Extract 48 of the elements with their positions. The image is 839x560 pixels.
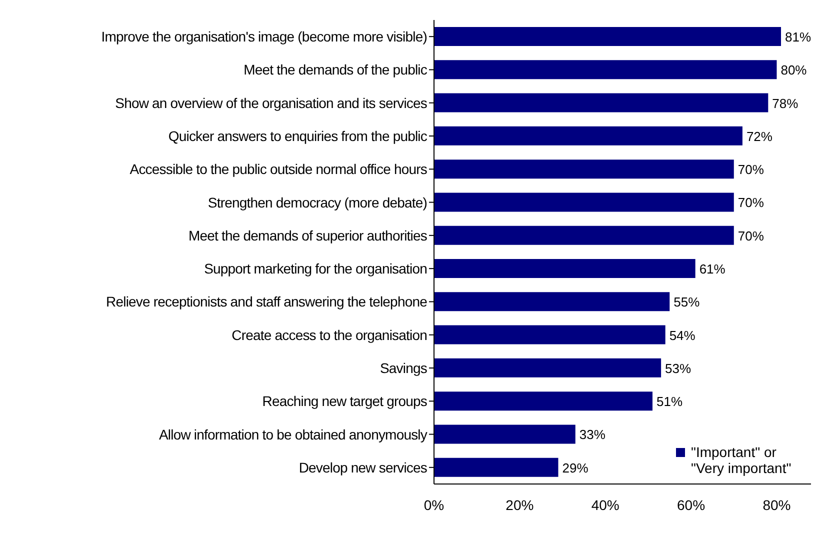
y-tick-label: Reaching new target groups	[262, 393, 428, 410]
data-label: 53%	[665, 360, 692, 376]
bar	[434, 60, 777, 80]
legend-label: "Important" or "Very important"	[691, 444, 792, 476]
data-label: 54%	[669, 328, 696, 343]
bar	[434, 126, 742, 146]
y-tick-label: Savings	[380, 360, 428, 376]
bar	[434, 192, 734, 212]
y-tick-label: Strengthen democracy (more debate)	[208, 194, 427, 210]
bar	[434, 358, 662, 378]
data-label: 72%	[746, 128, 773, 144]
bar	[434, 259, 696, 278]
bar	[434, 226, 734, 245]
y-tick-label: Meet the demands of the public	[244, 62, 428, 78]
data-label: 51%	[656, 394, 683, 410]
y-tick-label: Create access to the organisation	[232, 326, 427, 343]
data-label: 70%	[738, 228, 764, 244]
bar	[434, 325, 666, 344]
data-label: 78%	[772, 96, 799, 111]
y-tick-label: Develop new services	[298, 459, 428, 476]
bar	[434, 424, 576, 444]
x-tick-label: 40%	[591, 496, 620, 513]
bar	[434, 458, 558, 477]
y-tick-label: Quicker answers to enquiries from the public	[168, 128, 428, 144]
x-tick-label: 20%	[506, 496, 534, 513]
data-label: 81%	[785, 30, 812, 44]
y-tick-label: Support marketing for the organisation	[204, 260, 427, 277]
y-tick-label: Show an overview of the organisation and its services	[115, 94, 428, 111]
x-tick-label: 0%	[424, 496, 444, 513]
y-tick-label: Meet the demands of superior authorities	[188, 227, 428, 244]
data-label: 55%	[674, 294, 700, 310]
data-label: 29%	[562, 460, 589, 476]
bar	[434, 27, 782, 46]
x-tick-label: 60%	[677, 496, 706, 513]
bar	[434, 93, 768, 112]
data-label: 33%	[579, 427, 606, 442]
bar	[434, 392, 652, 411]
bar	[434, 292, 670, 312]
y-tick-label: Allow information to be obtained anonymously	[158, 426, 428, 442]
y-tick-label: Accessible to the public outside normal office hours	[130, 161, 428, 178]
x-tick-label: 80%	[762, 496, 791, 513]
bar	[434, 160, 734, 179]
y-tick-label: Improve the organisation's image (become more visible)	[101, 28, 427, 45]
data-label: 61%	[699, 262, 726, 276]
data-label: 80%	[780, 62, 808, 78]
data-label: 70%	[738, 162, 764, 178]
y-tick-label: Relieve receptionists and staff answering the telephone	[106, 294, 428, 310]
data-label: 70%	[738, 195, 764, 210]
